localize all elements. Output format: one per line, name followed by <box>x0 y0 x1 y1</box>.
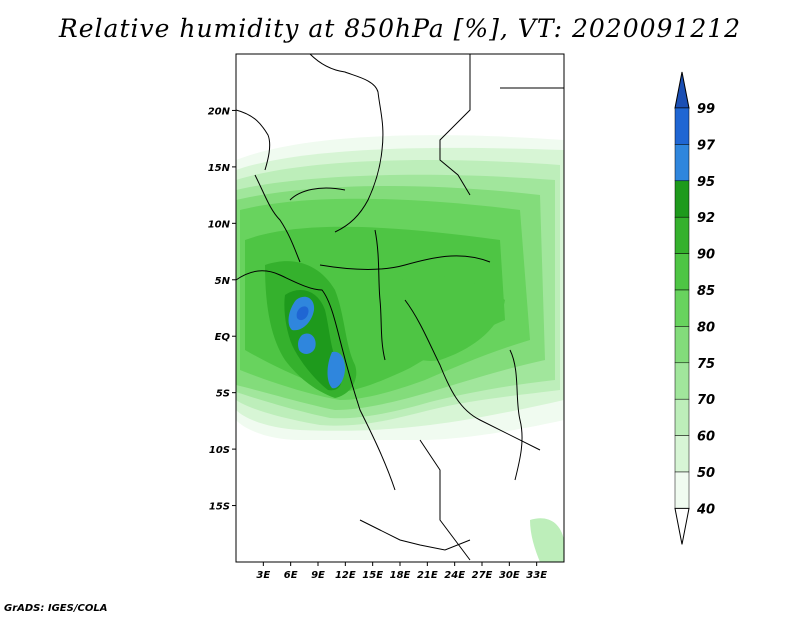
longitude-ticks: 3E 6E 9E 12E 15E 18E 21E 24E 27E 30E 33E <box>256 562 547 581</box>
footer-credit: GrADS: IGES/COLA <box>4 603 108 614</box>
humidity-field <box>236 135 564 562</box>
rh-contour-95b <box>298 333 316 354</box>
lat-tick-label: 15N <box>208 163 231 174</box>
lat-tick-label: EQ <box>215 332 231 343</box>
lon-tick-label: 18E <box>390 570 411 581</box>
colorbar-label: 75 <box>697 357 715 372</box>
rh-contour-97 <box>296 306 309 321</box>
colorbar-top-arrow <box>674 71 690 109</box>
colorbar: 99 97 95 92 90 85 80 75 70 60 50 40 <box>674 71 716 545</box>
coastlines-borders <box>235 53 564 561</box>
colorbar-segment <box>674 398 690 436</box>
lon-tick-label: 24E <box>444 570 465 581</box>
lon-tick-label: 15E <box>362 570 383 581</box>
colorbar-segment <box>674 216 690 254</box>
rh-contour-90-east <box>393 276 505 361</box>
colorbar-segment <box>674 289 690 327</box>
lat-tick-label: 10S <box>209 445 230 456</box>
lat-tick-label: 5N <box>215 276 231 287</box>
colorbar-bottom-arrow <box>674 507 690 545</box>
colorbar-label: 99 <box>697 102 715 117</box>
lon-tick-label: 9E <box>311 570 325 581</box>
colorbar-label: 70 <box>697 393 715 408</box>
lon-tick-label: 3E <box>256 570 270 581</box>
lon-tick-label: 21E <box>417 570 438 581</box>
colorbar-label: 80 <box>697 320 715 335</box>
lat-tick-label: 20N <box>208 106 231 117</box>
colorbar-label: 97 <box>697 138 716 153</box>
map-title: Relative humidity at 850hPa [%], VT: 202… <box>58 14 742 43</box>
colorbar-label: 85 <box>697 284 715 299</box>
lon-tick-label: 6E <box>284 570 298 581</box>
colorbar-label: 50 <box>697 466 715 481</box>
colorbar-label: 60 <box>697 430 715 445</box>
lat-tick-label: 10N <box>208 219 231 230</box>
lon-tick-label: 33E <box>526 570 547 581</box>
lon-tick-label: 12E <box>335 570 356 581</box>
colorbar-label: 95 <box>697 175 715 190</box>
colorbar-segment <box>674 144 690 182</box>
colorbar-label: 40 <box>696 502 715 517</box>
rh-contour-40-se <box>530 518 564 562</box>
colorbar-label: 90 <box>697 248 715 263</box>
lat-tick-label: 15S <box>209 502 230 513</box>
colorbar-segment <box>674 362 690 400</box>
lon-tick-label: 27E <box>472 570 493 581</box>
colorbar-segment <box>674 180 690 218</box>
latitude-ticks: 20N 15N 10N 5N EQ 5S 10S 15S <box>208 106 236 513</box>
colorbar-segment <box>674 326 690 364</box>
colorbar-segment <box>674 471 690 509</box>
lon-tick-label: 30E <box>499 570 520 581</box>
colorbar-segment <box>674 435 690 473</box>
colorbar-segment <box>674 107 690 145</box>
rh-contour-95c <box>327 351 345 389</box>
lat-tick-label: 5S <box>216 389 230 400</box>
colorbar-segment <box>674 253 690 291</box>
colorbar-label: 92 <box>697 211 715 226</box>
